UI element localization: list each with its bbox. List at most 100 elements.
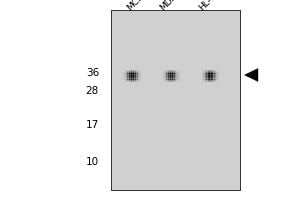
- Bar: [129, 70, 130, 71]
- Bar: [209, 76, 210, 77]
- Bar: [210, 73, 211, 75]
- Bar: [205, 76, 206, 77]
- Bar: [125, 72, 126, 74]
- Bar: [215, 76, 216, 77]
- Bar: [133, 77, 134, 78]
- Bar: [129, 71, 130, 72]
- Bar: [123, 75, 124, 76]
- Bar: [124, 79, 125, 81]
- Bar: [175, 78, 176, 80]
- Bar: [163, 71, 164, 72]
- Bar: [141, 73, 142, 75]
- Bar: [168, 77, 169, 78]
- Bar: [168, 70, 169, 71]
- Bar: [140, 81, 141, 82]
- Bar: [131, 71, 132, 72]
- Bar: [209, 79, 210, 81]
- Bar: [128, 76, 129, 77]
- Bar: [176, 76, 177, 77]
- Bar: [167, 79, 168, 81]
- Bar: [179, 79, 180, 81]
- Bar: [134, 78, 135, 80]
- Bar: [164, 77, 165, 78]
- Bar: [215, 71, 216, 72]
- Bar: [129, 81, 130, 82]
- Bar: [201, 78, 202, 80]
- Bar: [131, 81, 132, 82]
- Bar: [161, 75, 162, 76]
- Bar: [129, 79, 130, 81]
- Bar: [217, 73, 218, 75]
- Bar: [166, 79, 167, 81]
- Bar: [207, 76, 208, 77]
- Bar: [163, 72, 164, 74]
- Bar: [170, 73, 171, 75]
- Bar: [128, 73, 129, 75]
- Bar: [215, 72, 216, 74]
- Bar: [215, 81, 216, 82]
- Bar: [178, 79, 179, 81]
- Bar: [211, 71, 212, 72]
- Bar: [129, 78, 130, 80]
- Bar: [173, 81, 174, 82]
- Bar: [136, 75, 137, 76]
- Bar: [215, 77, 216, 78]
- Bar: [177, 79, 178, 81]
- Bar: [125, 81, 127, 82]
- Bar: [203, 75, 204, 76]
- Bar: [179, 72, 180, 74]
- Bar: [131, 77, 132, 78]
- Bar: [140, 79, 141, 81]
- Bar: [140, 70, 141, 71]
- Bar: [131, 79, 132, 81]
- Bar: [202, 81, 203, 82]
- Bar: [211, 71, 212, 72]
- Bar: [208, 70, 209, 71]
- Bar: [178, 72, 179, 74]
- Bar: [172, 78, 173, 80]
- Bar: [171, 76, 172, 77]
- Bar: [172, 73, 173, 75]
- Bar: [173, 78, 174, 80]
- Bar: [179, 71, 180, 72]
- Bar: [215, 73, 216, 75]
- Bar: [208, 71, 209, 72]
- Bar: [207, 72, 208, 74]
- Bar: [161, 78, 162, 80]
- Bar: [212, 71, 213, 72]
- Bar: [165, 78, 166, 80]
- Bar: [202, 77, 203, 78]
- Bar: [163, 77, 164, 78]
- Bar: [207, 70, 208, 71]
- Bar: [209, 71, 210, 72]
- Bar: [218, 78, 219, 80]
- Bar: [129, 70, 130, 71]
- Bar: [207, 78, 208, 80]
- Bar: [131, 81, 132, 82]
- Bar: [141, 81, 142, 82]
- Bar: [211, 70, 212, 71]
- Bar: [137, 77, 138, 78]
- Bar: [218, 75, 219, 76]
- Bar: [135, 79, 136, 81]
- Bar: [166, 73, 167, 75]
- Bar: [213, 70, 214, 71]
- Bar: [210, 71, 211, 72]
- Bar: [179, 70, 180, 71]
- Bar: [164, 81, 165, 82]
- Bar: [212, 75, 213, 76]
- Bar: [170, 78, 171, 80]
- Bar: [163, 70, 164, 71]
- Bar: [168, 71, 169, 72]
- Bar: [129, 76, 130, 77]
- Bar: [207, 71, 208, 72]
- Bar: [137, 73, 138, 75]
- Bar: [169, 76, 170, 77]
- Bar: [131, 79, 132, 81]
- Bar: [202, 75, 203, 76]
- Bar: [164, 79, 166, 81]
- Bar: [179, 73, 180, 75]
- Bar: [162, 76, 163, 77]
- Bar: [122, 75, 123, 76]
- Bar: [173, 72, 174, 74]
